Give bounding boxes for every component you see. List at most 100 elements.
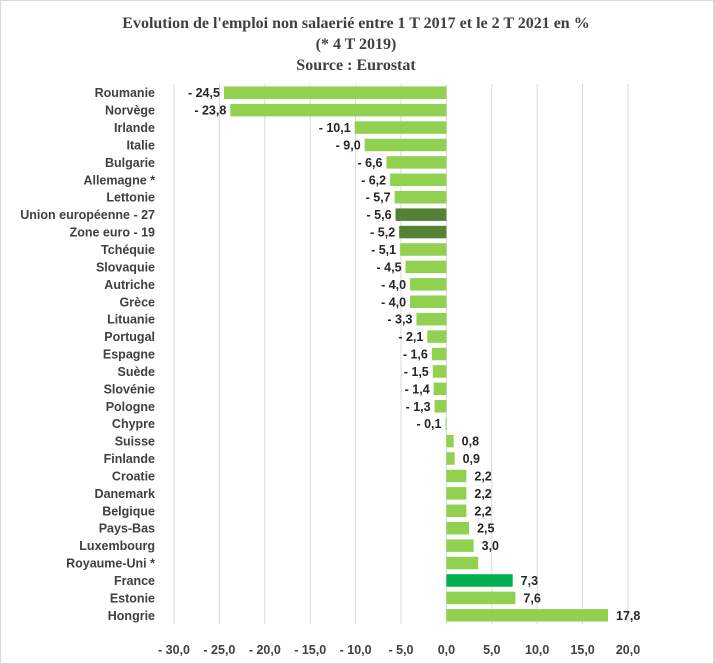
category-label: Slovaquie — [96, 260, 155, 274]
value-label: - 5,7 — [366, 191, 391, 205]
bar — [446, 434, 454, 448]
value-label: - 1,4 — [405, 382, 430, 396]
bar — [230, 103, 447, 117]
bar — [446, 487, 467, 500]
value-label: - 4,0 — [381, 278, 406, 292]
bar — [433, 382, 447, 396]
bar — [364, 138, 447, 152]
bar — [446, 591, 516, 605]
category-label: Estonie — [110, 591, 155, 605]
category-label: Union européenne - 27 — [20, 208, 155, 222]
category-label: Royaume-Uni * — [66, 557, 155, 571]
category-label: Pologne — [106, 400, 155, 414]
x-tick-label: 10,0 — [525, 643, 549, 657]
bar — [405, 260, 447, 274]
category-label: Pays-Bas — [99, 522, 155, 536]
bar — [446, 556, 479, 570]
value-label: - 1,3 — [406, 400, 431, 414]
bar — [410, 278, 447, 291]
title-line-2: (* 4 T 2019) — [316, 36, 397, 53]
category-label: Croatie — [112, 469, 155, 483]
bar — [427, 330, 447, 343]
category-label: Irlande — [114, 121, 155, 135]
x-tick-label: 15,0 — [570, 643, 594, 657]
value-label: 0,9 — [463, 452, 480, 466]
x-tick-label: - 5,0 — [388, 643, 413, 657]
category-label: Chypre — [112, 417, 155, 431]
bar — [400, 243, 447, 256]
category-label: Lituanie — [107, 313, 155, 327]
value-label: - 6,2 — [361, 173, 386, 187]
x-tick-label: - 20,0 — [249, 643, 281, 657]
chart-title: Evolution de l'emploi non salaerié entre… — [122, 15, 589, 74]
category-label: Italie — [127, 138, 156, 152]
value-label: - 23,8 — [194, 104, 226, 118]
value-label: - 4,5 — [377, 260, 402, 274]
category-label: Lettonie — [106, 191, 155, 205]
x-tick-label: - 25,0 — [203, 643, 235, 657]
value-label: - 5,1 — [371, 243, 396, 257]
value-label: - 6,6 — [357, 156, 382, 170]
value-label: - 9,0 — [336, 138, 361, 152]
bar — [386, 156, 447, 169]
category-label: Norvège — [105, 104, 155, 118]
value-label: - 24,5 — [188, 86, 220, 100]
value-label: 7,3 — [521, 574, 538, 588]
bars — [223, 86, 609, 622]
bar — [432, 365, 447, 378]
bar — [446, 469, 467, 483]
bar — [446, 504, 467, 518]
value-label: 2,2 — [474, 469, 491, 483]
bar — [446, 574, 513, 587]
category-label: Grèce — [120, 295, 155, 309]
category-label: Danemark — [95, 487, 155, 501]
value-label: - 2,1 — [398, 330, 423, 344]
value-label: 3,0 — [482, 539, 499, 553]
value-label: - 3,3 — [387, 313, 412, 327]
title-line-1: Evolution de l'emploi non salaerié entre… — [122, 15, 589, 32]
category-label: Slovénie — [104, 382, 155, 396]
category-label: Suède — [117, 365, 155, 379]
bar — [434, 400, 447, 413]
bar — [431, 347, 447, 361]
x-tick-label: 20,0 — [616, 643, 640, 657]
category-label: Suisse — [115, 435, 155, 449]
category-label: Allemagne * — [83, 173, 155, 187]
bar — [445, 417, 447, 430]
bar — [446, 521, 470, 535]
category-label: Belgique — [102, 504, 155, 518]
value-label: 2,2 — [474, 487, 491, 501]
category-label: Luxembourg — [79, 539, 155, 553]
category-label: Roumanie — [95, 86, 155, 100]
x-axis-tick-labels: - 30,0 - 25,0 - 20,0 - 15,0 - 10,0 - 5,0 0,0 5,… — [158, 643, 640, 657]
category-labels: Roumanie Norvège Irlande Italie Bulgarie Alle… — [20, 86, 155, 623]
value-label: 2,2 — [474, 504, 491, 518]
bar — [223, 86, 447, 99]
category-label: Zone euro - 19 — [70, 226, 155, 240]
x-tick-label: - 15,0 — [294, 643, 326, 657]
value-label: - 5,6 — [367, 208, 392, 222]
title-line-3: Source : Eurostat — [296, 57, 416, 74]
bar — [446, 539, 474, 552]
value-label: 2,5 — [477, 522, 494, 536]
x-tick-label: 5,0 — [483, 643, 500, 657]
value-label: - 0,1 — [416, 417, 441, 431]
bar — [390, 173, 447, 187]
value-label: - 1,5 — [404, 365, 429, 379]
category-label: Hongrie — [108, 609, 155, 623]
value-label: - 5,2 — [370, 226, 395, 240]
value-labels: - 24,5 - 23,8 - 10,1 - 9,0 - 6,6 - 6,2 - 5,7 - … — [188, 86, 640, 623]
bar — [354, 121, 447, 134]
value-label: 7,6 — [523, 591, 540, 605]
value-label: - 4,0 — [381, 295, 406, 309]
category-label: Espagne — [103, 348, 155, 362]
category-label: Bulgarie — [105, 156, 155, 170]
bar — [416, 312, 447, 326]
bar — [395, 208, 447, 221]
category-label: France — [114, 574, 155, 588]
bar — [446, 452, 455, 465]
value-label: - 10,1 — [319, 121, 351, 135]
category-label: Finlande — [104, 452, 155, 466]
value-label: - 1,6 — [403, 348, 428, 362]
